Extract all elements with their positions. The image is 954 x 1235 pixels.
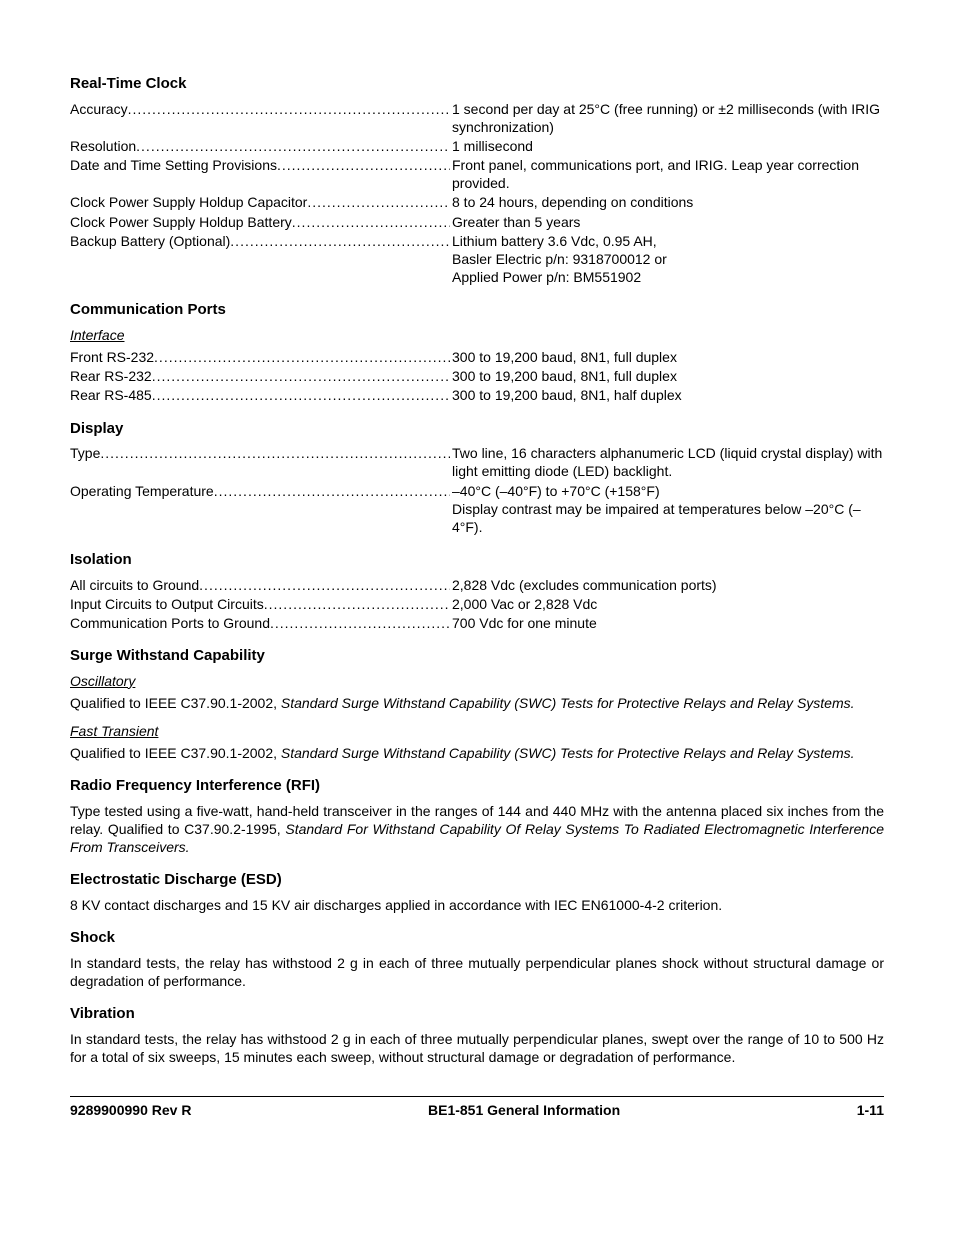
spec-label: Backup Battery (Optional) xyxy=(70,232,230,250)
spec-value: –40°C (–40°F) to +70°C (+158°F)Display c… xyxy=(450,482,884,537)
spec-label: Clock Power Supply Holdup Capacitor xyxy=(70,193,307,211)
spec-value: 1 millisecond xyxy=(450,137,884,155)
spec-row: Input Circuits to Output Circuits.......… xyxy=(70,595,884,613)
spec-value: 300 to 19,200 baud, 8N1, full duplex xyxy=(450,367,884,385)
leader-dots: ........................................… xyxy=(292,213,450,231)
para-rfi: Type tested using a five-watt, hand-held… xyxy=(70,802,884,857)
spec-value: 2,828 Vdc (excludes communication ports) xyxy=(450,576,884,594)
spec-label: Input Circuits to Output Circuits xyxy=(70,595,264,613)
spec-row: Rear RS-485.............................… xyxy=(70,386,884,404)
section-title-isolation: Isolation xyxy=(70,550,884,570)
leader-dots: ........................................… xyxy=(264,595,450,613)
leader-dots: ........................................… xyxy=(152,367,450,385)
standard-name: Standard Surge Withstand Capability (SWC… xyxy=(281,695,855,711)
spec-row: Accuracy................................… xyxy=(70,100,884,136)
footer-center: BE1-851 General Information xyxy=(428,1101,620,1119)
spec-label: Rear RS-232 xyxy=(70,367,152,385)
section-title-esd: Electrostatic Discharge (ESD) xyxy=(70,870,884,890)
leader-dots: ........................................… xyxy=(277,156,450,174)
section-title-shock: Shock xyxy=(70,928,884,948)
spec-label: Communication Ports to Ground xyxy=(70,614,270,632)
spec-label: Type xyxy=(70,444,100,462)
leader-dots: ........................................… xyxy=(270,614,450,632)
footer-left: 9289900990 Rev R xyxy=(70,1101,191,1119)
text: Qualified to IEEE C37.90.1-2002, xyxy=(70,695,281,711)
subhead-interface: Interface xyxy=(70,326,884,344)
spec-value: 300 to 19,200 baud, 8N1, full duplex xyxy=(450,348,884,366)
section-title-comm: Communication Ports xyxy=(70,300,884,320)
leader-dots: ........................................… xyxy=(154,348,450,366)
spec-row: Type....................................… xyxy=(70,444,884,480)
leader-dots: ........................................… xyxy=(128,100,450,118)
spec-label: All circuits to Ground xyxy=(70,576,199,594)
spec-row: Clock Power Supply Holdup Capacitor.....… xyxy=(70,193,884,211)
subhead-fast-transient: Fast Transient xyxy=(70,722,884,740)
leader-dots: ........................................… xyxy=(100,444,450,462)
spec-list-isolation: All circuits to Ground..................… xyxy=(70,576,884,633)
section-title-rfi: Radio Frequency Interference (RFI) xyxy=(70,776,884,796)
footer-right: 1-11 xyxy=(857,1101,884,1119)
leader-dots: ........................................… xyxy=(230,232,450,250)
section-title-rtc: Real-Time Clock xyxy=(70,74,884,94)
spec-label: Accuracy xyxy=(70,100,128,118)
spec-row: Rear RS-232.............................… xyxy=(70,367,884,385)
leader-dots: ........................................… xyxy=(307,193,450,211)
para-vibration: In standard tests, the relay has withsto… xyxy=(70,1030,884,1066)
spec-row: Date and Time Setting Provisions........… xyxy=(70,156,884,192)
spec-row: Communication Ports to Ground...........… xyxy=(70,614,884,632)
spec-value: 8 to 24 hours, depending on conditions xyxy=(450,193,884,211)
spec-value: Two line, 16 characters alphanumeric LCD… xyxy=(450,444,884,480)
spec-value: 1 second per day at 25°C (free running) … xyxy=(450,100,884,136)
spec-row: Operating Temperature...................… xyxy=(70,482,884,537)
spec-row: All circuits to Ground..................… xyxy=(70,576,884,594)
spec-value: 2,000 Vac or 2,828 Vdc xyxy=(450,595,884,613)
text: Qualified to IEEE C37.90.1-2002, xyxy=(70,745,281,761)
spec-label: Clock Power Supply Holdup Battery xyxy=(70,213,292,231)
spec-list-comm: Front RS-232............................… xyxy=(70,348,884,405)
para-esd: 8 KV contact discharges and 15 KV air di… xyxy=(70,896,884,914)
spec-value: Lithium battery 3.6 Vdc, 0.95 AH,Basler … xyxy=(450,232,884,287)
subhead-oscillatory: Oscillatory xyxy=(70,672,884,690)
spec-list-rtc: Accuracy................................… xyxy=(70,100,884,287)
section-title-surge: Surge Withstand Capability xyxy=(70,646,884,666)
para-shock: In standard tests, the relay has withsto… xyxy=(70,954,884,990)
para-fast-transient: Qualified to IEEE C37.90.1-2002, Standar… xyxy=(70,744,884,762)
spec-label: Rear RS-485 xyxy=(70,386,152,404)
spec-label: Resolution xyxy=(70,137,136,155)
spec-row: Resolution..............................… xyxy=(70,137,884,155)
spec-value: 300 to 19,200 baud, 8N1, half duplex xyxy=(450,386,884,404)
spec-row: Front RS-232............................… xyxy=(70,348,884,366)
section-title-display: Display xyxy=(70,419,884,439)
spec-label: Front RS-232 xyxy=(70,348,154,366)
spec-row: Backup Battery (Optional)...............… xyxy=(70,232,884,287)
leader-dots: ........................................… xyxy=(136,137,450,155)
section-title-vibration: Vibration xyxy=(70,1004,884,1024)
spec-label: Date and Time Setting Provisions xyxy=(70,156,277,174)
spec-row: Clock Power Supply Holdup Battery.......… xyxy=(70,213,884,231)
spec-list-display: Type....................................… xyxy=(70,444,884,536)
spec-value: 700 Vdc for one minute xyxy=(450,614,884,632)
spec-label: Operating Temperature xyxy=(70,482,214,500)
spec-value: Greater than 5 years xyxy=(450,213,884,231)
para-oscillatory: Qualified to IEEE C37.90.1-2002, Standar… xyxy=(70,694,884,712)
leader-dots: ........................................… xyxy=(199,576,450,594)
standard-name: Standard Surge Withstand Capability (SWC… xyxy=(281,745,855,761)
leader-dots: ........................................… xyxy=(152,386,450,404)
page-footer: 9289900990 Rev R BE1-851 General Informa… xyxy=(70,1096,884,1119)
leader-dots: ........................................… xyxy=(214,482,450,500)
spec-value: Front panel, communications port, and IR… xyxy=(450,156,884,192)
